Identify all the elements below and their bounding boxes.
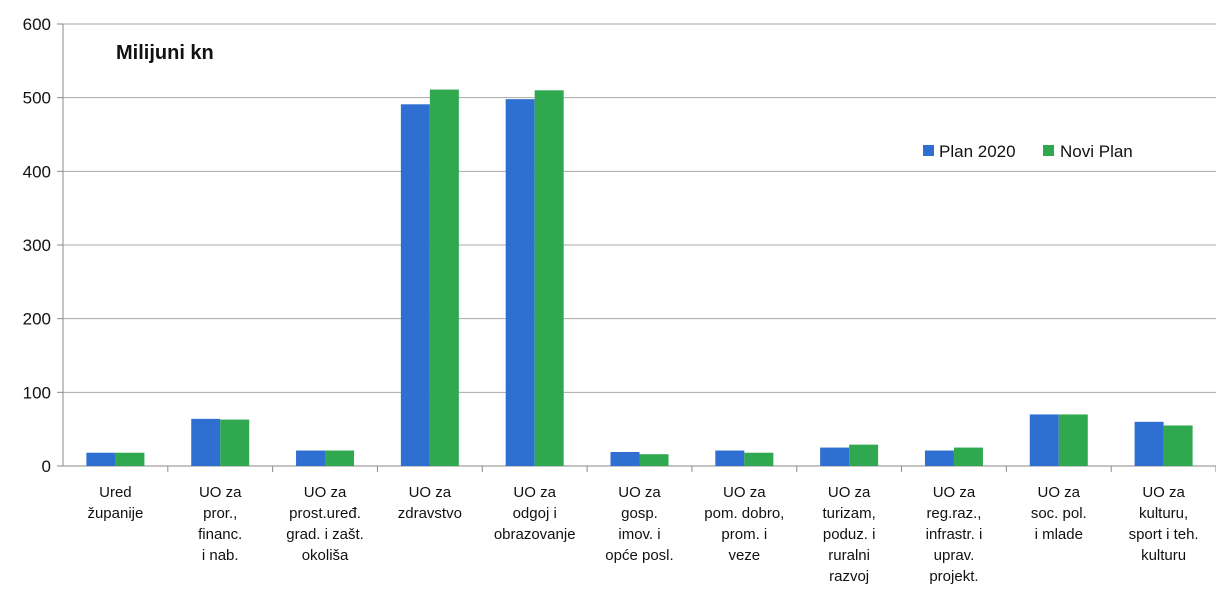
- x-category-label: UO za pror., financ. i nab.: [198, 484, 242, 564]
- bar-novi-plan: [429, 89, 459, 467]
- x-category-label-line: UO za: [304, 484, 347, 501]
- bar-plan-2020: [715, 450, 745, 466]
- bar-novi-plan: [1163, 425, 1193, 466]
- bar-novi-plan: [534, 90, 564, 467]
- bar-plan-2020: [296, 450, 326, 466]
- x-category-label-line: prom. i: [721, 526, 767, 543]
- x-category-label: UO za reg.raz., infrastr. i uprav. projekt.: [926, 484, 983, 585]
- legend-swatch-novi-plan: [1043, 145, 1054, 156]
- x-category-label-line: projekt.: [929, 568, 978, 585]
- x-category-label-line: zdravstvo: [398, 505, 462, 522]
- legend-swatch-plan-2020: [923, 145, 934, 156]
- x-category-label-line: UO za: [409, 484, 452, 501]
- x-category-label-line: gosp.: [621, 505, 658, 522]
- legend-label-plan-2020: Plan 2020: [939, 142, 1016, 161]
- x-category-label-line: UO za: [513, 484, 556, 501]
- bar-novi-plan: [220, 419, 250, 466]
- x-category-label-line: kulturu: [1141, 547, 1186, 564]
- x-category-label: UO za prost.uređ. grad. i zašt. okoliša: [286, 484, 364, 564]
- x-category-label: UO za pom. dobro, prom. i veze: [704, 484, 784, 564]
- x-category-label-line: financ.: [198, 526, 242, 543]
- x-category-label-line: UO za: [828, 484, 871, 501]
- x-category-label-line: kulturu,: [1139, 505, 1188, 522]
- x-category-label-line: pom. dobro,: [704, 505, 784, 522]
- bar-plan-2020: [505, 99, 535, 466]
- x-category-label: UO za soc. pol. i mlade: [1031, 484, 1087, 543]
- x-category-label-line: sport i teh.: [1129, 526, 1199, 543]
- y-tick-label: 300: [23, 236, 51, 255]
- x-category-label-line: imov. i: [618, 526, 660, 543]
- bar-plan-2020: [1134, 421, 1164, 466]
- bar-plan-2020: [610, 452, 640, 466]
- x-category-label-line: obrazovanje: [494, 526, 576, 543]
- x-category-label-line: UO za: [933, 484, 976, 501]
- x-category-label-line: uprav.: [934, 547, 975, 564]
- unit-label: Milijuni kn: [116, 42, 214, 64]
- x-category-label-line: UO za: [618, 484, 661, 501]
- x-category-label-line: UO za: [1142, 484, 1185, 501]
- x-category-label-line: UO za: [1038, 484, 1081, 501]
- bar-plan-2020: [86, 452, 116, 466]
- x-category-label-line: reg.raz.,: [926, 505, 981, 522]
- x-category-label-line: županije: [87, 505, 143, 522]
- y-tick-label: 0: [42, 457, 51, 476]
- x-category-label-line: pror.,: [203, 505, 237, 522]
- bar-plan-2020: [400, 104, 430, 467]
- legend: Plan 2020 Novi Plan: [923, 142, 1133, 161]
- x-category-label-line: UO za: [199, 484, 242, 501]
- bar-plan-2020: [820, 447, 850, 466]
- x-category-label: UO za turizam, poduz. i ruralni razvoj: [822, 484, 875, 585]
- x-category-label-line: ruralni: [828, 547, 870, 564]
- x-category-label-line: i nab.: [202, 547, 239, 564]
- x-category-label: Ured županije: [87, 484, 143, 522]
- x-category-label-line: opće posl.: [605, 547, 673, 564]
- bar-novi-plan: [115, 452, 145, 466]
- x-category-label: UO za zdravstvo: [398, 484, 462, 522]
- x-category-label-line: Ured: [99, 484, 132, 501]
- bar-plan-2020: [924, 450, 954, 466]
- bar-novi-plan: [325, 450, 355, 466]
- x-category-label-line: okoliša: [302, 547, 349, 564]
- x-category-label: UO za kulturu, sport i teh. kulturu: [1129, 484, 1199, 564]
- bar-novi-plan: [744, 452, 774, 466]
- gridlines: [57, 23, 1216, 472]
- x-category-label-line: grad. i zašt.: [286, 526, 364, 543]
- x-category-label-line: prost.uređ.: [289, 505, 361, 522]
- y-tick-label: 500: [23, 89, 51, 108]
- x-category-label: UO za gosp. imov. i opće posl.: [605, 484, 673, 564]
- x-category-label: UO za odgoj i obrazovanje: [494, 484, 576, 543]
- x-category-label-line: UO za: [723, 484, 766, 501]
- x-category-label-line: turizam,: [822, 505, 875, 522]
- y-tick-label: 200: [23, 310, 51, 329]
- bar-plan-2020: [191, 418, 221, 466]
- x-category-label-line: i mlade: [1035, 526, 1083, 543]
- x-category-label-line: soc. pol.: [1031, 505, 1087, 522]
- bar-plan-2020: [1029, 414, 1059, 466]
- y-tick-label: 600: [23, 15, 51, 34]
- x-category-label-line: razvoj: [829, 568, 869, 585]
- x-category-label-line: odgoj i: [513, 505, 557, 522]
- y-axis-ticks: 0 100 200 300 400 500 600: [23, 15, 51, 476]
- y-tick-label: 400: [23, 162, 51, 181]
- x-category-label-line: infrastr. i: [926, 526, 983, 543]
- bar-novi-plan: [1058, 414, 1088, 466]
- bars: [86, 89, 1193, 467]
- bar-novi-plan: [639, 454, 669, 466]
- x-category-label-line: poduz. i: [823, 526, 876, 543]
- legend-label-novi-plan: Novi Plan: [1060, 142, 1133, 161]
- x-category-label-line: veze: [728, 547, 760, 564]
- y-tick-label: 100: [23, 383, 51, 402]
- bar-novi-plan: [953, 447, 983, 466]
- bar-novi-plan: [849, 444, 879, 466]
